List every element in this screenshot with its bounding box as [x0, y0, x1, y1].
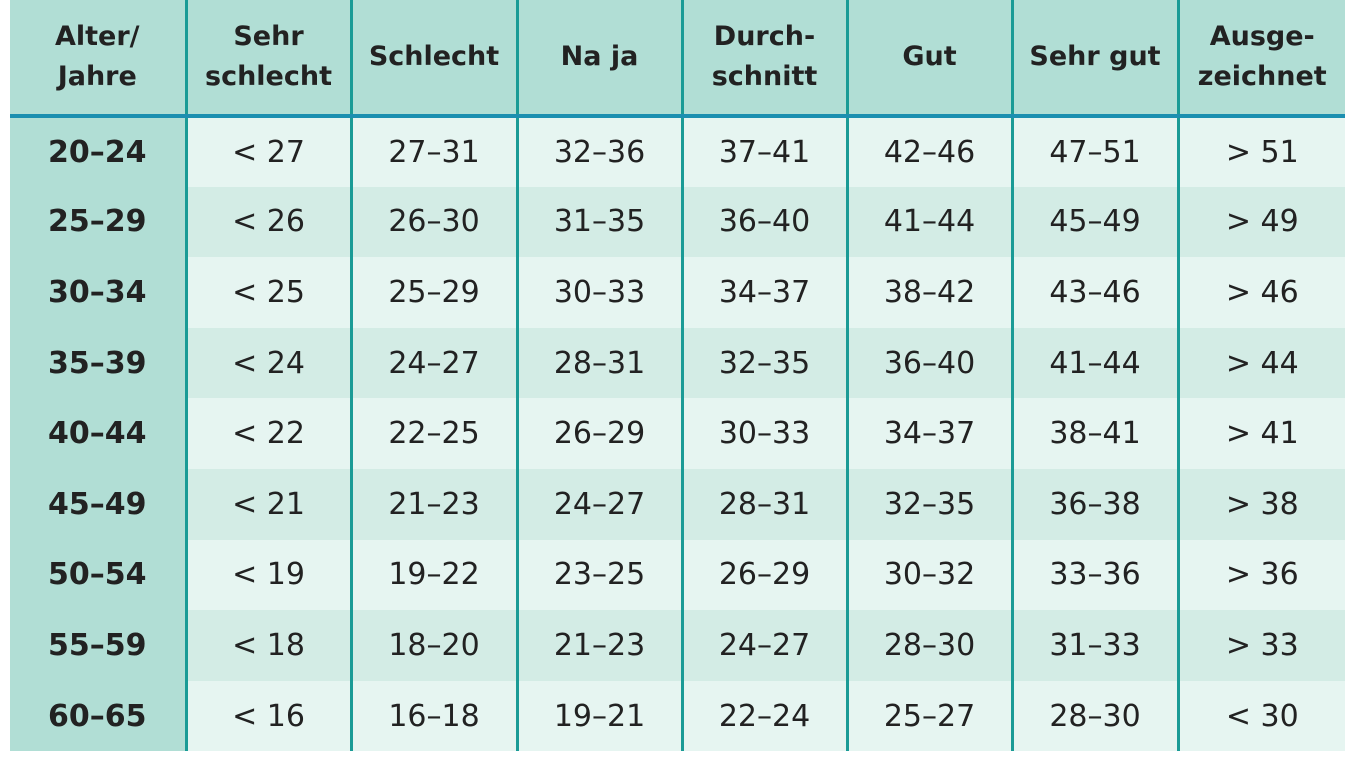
value-cell: 25–29 — [349, 257, 517, 328]
fitness-table: Alter/ Jahre Sehr schlecht Schlecht Na ja Du… — [10, 0, 1345, 752]
value-cell: 42–46 — [845, 116, 1012, 187]
value-cell: 30–32 — [845, 539, 1012, 611]
value-cell: 34–37 — [845, 398, 1012, 469]
value-cell: 22–24 — [680, 680, 847, 752]
value-cell: < 30 — [1176, 680, 1345, 752]
value-cell: 21–23 — [515, 610, 682, 681]
value-cell: < 26 — [184, 186, 351, 258]
table-row: 40–44 < 22 22–25 26–29 30–33 34–37 38–41 > 41 — [10, 398, 1345, 469]
value-cell: > 36 — [1176, 539, 1345, 611]
table-wrapper: Alter/ Jahre Sehr schlecht Schlecht Na ja Du… — [10, 0, 1345, 752]
value-cell: 30–33 — [515, 257, 682, 328]
table-row: 60–65 < 16 16–18 19–21 22–24 25–27 28–30 < 30 — [10, 680, 1345, 752]
value-cell: 18–20 — [349, 610, 517, 681]
column-header: Alter/ Jahre — [10, 0, 186, 118]
value-cell: 24–27 — [680, 610, 847, 681]
value-cell: > 44 — [1176, 327, 1345, 399]
age-cell: 30–34 — [10, 257, 186, 328]
value-cell: 31–33 — [1010, 610, 1178, 681]
value-cell: > 49 — [1176, 186, 1345, 258]
value-cell: 28–31 — [680, 468, 847, 540]
value-cell: 41–44 — [1010, 327, 1178, 399]
column-header: Gut — [845, 0, 1012, 118]
value-cell: > 38 — [1176, 468, 1345, 540]
value-cell: < 27 — [184, 116, 351, 187]
value-cell: < 18 — [184, 610, 351, 681]
value-cell: < 25 — [184, 257, 351, 328]
value-cell: 45–49 — [1010, 186, 1178, 258]
value-cell: 32–35 — [680, 327, 847, 399]
value-cell: 19–21 — [515, 680, 682, 752]
value-cell: 28–30 — [845, 610, 1012, 681]
value-cell: 22–25 — [349, 398, 517, 469]
value-cell: 37–41 — [680, 116, 847, 187]
table-row: 50–54 < 19 19–22 23–25 26–29 30–32 33–36 > 36 — [10, 539, 1345, 611]
table-row: 35–39 < 24 24–27 28–31 32–35 36–40 41–44 > 44 — [10, 327, 1345, 399]
value-cell: 31–35 — [515, 186, 682, 258]
value-cell: 47–51 — [1010, 116, 1178, 187]
column-header: Ausge- zeichnet — [1176, 0, 1345, 118]
table-row: 55–59 < 18 18–20 21–23 24–27 28–30 31–33 > 33 — [10, 610, 1345, 681]
value-cell: 33–36 — [1010, 539, 1178, 611]
value-cell: 26–30 — [349, 186, 517, 258]
age-cell: 45–49 — [10, 468, 186, 540]
table-row: 30–34 < 25 25–29 30–33 34–37 38–42 43–46 > 46 — [10, 257, 1345, 328]
age-cell: 40–44 — [10, 398, 186, 469]
age-cell: 55–59 — [10, 610, 186, 681]
value-cell: 16–18 — [349, 680, 517, 752]
age-cell: 60–65 — [10, 680, 186, 752]
age-cell: 50–54 — [10, 539, 186, 611]
value-cell: 21–23 — [349, 468, 517, 540]
header-row: Alter/ Jahre Sehr schlecht Schlecht Na ja Du… — [10, 0, 1345, 118]
value-cell: > 33 — [1176, 610, 1345, 681]
value-cell: 25–27 — [845, 680, 1012, 752]
value-cell: 30–33 — [680, 398, 847, 469]
value-cell: < 16 — [184, 680, 351, 752]
table-body: 20–24 < 27 27–31 32–36 37–41 42–46 47–51 > 51 25… — [10, 116, 1345, 752]
value-cell: 19–22 — [349, 539, 517, 611]
value-cell: 32–36 — [515, 116, 682, 187]
value-cell: > 41 — [1176, 398, 1345, 469]
table-row: 45–49 < 21 21–23 24–27 28–31 32–35 36–38 > 38 — [10, 468, 1345, 540]
value-cell: < 21 — [184, 468, 351, 540]
column-header: Na ja — [515, 0, 682, 118]
value-cell: < 19 — [184, 539, 351, 611]
column-header: Schlecht — [349, 0, 517, 118]
value-cell: 36–40 — [680, 186, 847, 258]
value-cell: 41–44 — [845, 186, 1012, 258]
age-cell: 25–29 — [10, 186, 186, 258]
value-cell: 34–37 — [680, 257, 847, 328]
value-cell: 38–41 — [1010, 398, 1178, 469]
value-cell: 43–46 — [1010, 257, 1178, 328]
value-cell: < 22 — [184, 398, 351, 469]
value-cell: 36–38 — [1010, 468, 1178, 540]
value-cell: 28–31 — [515, 327, 682, 399]
column-header: Durch- schnitt — [680, 0, 847, 118]
age-cell: 35–39 — [10, 327, 186, 399]
value-cell: 28–30 — [1010, 680, 1178, 752]
value-cell: 32–35 — [845, 468, 1012, 540]
value-cell: 36–40 — [845, 327, 1012, 399]
value-cell: < 24 — [184, 327, 351, 399]
value-cell: 26–29 — [515, 398, 682, 469]
value-cell: 26–29 — [680, 539, 847, 611]
value-cell: 27–31 — [349, 116, 517, 187]
value-cell: 24–27 — [515, 468, 682, 540]
value-cell: > 46 — [1176, 257, 1345, 328]
value-cell: 23–25 — [515, 539, 682, 611]
table-row: 25–29 < 26 26–30 31–35 36–40 41–44 45–49 > 49 — [10, 186, 1345, 258]
age-cell: 20–24 — [10, 116, 186, 187]
column-header: Sehr gut — [1010, 0, 1178, 118]
column-header: Sehr schlecht — [184, 0, 351, 118]
value-cell: 38–42 — [845, 257, 1012, 328]
table-row: 20–24 < 27 27–31 32–36 37–41 42–46 47–51 > 51 — [10, 116, 1345, 187]
value-cell: 24–27 — [349, 327, 517, 399]
value-cell: > 51 — [1176, 116, 1345, 187]
